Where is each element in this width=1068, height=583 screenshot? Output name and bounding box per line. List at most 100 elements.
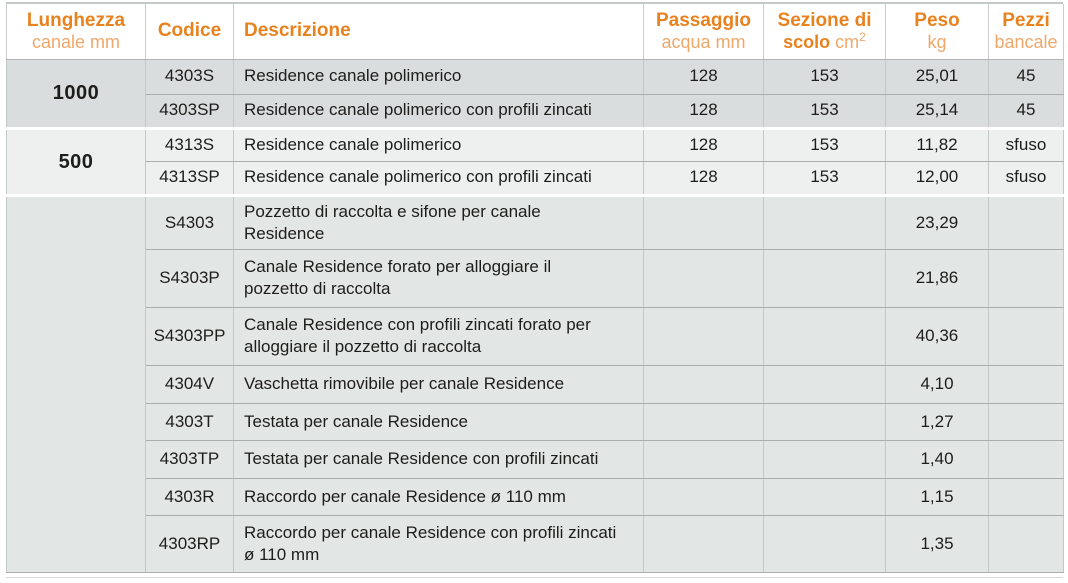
group-500: 500 4313S Residence canale polimerico 12… [6, 126, 1064, 196]
passaggio-cell: 128 [643, 126, 764, 162]
pezzi-cell [988, 306, 1064, 366]
code-cell: S4303 [145, 193, 234, 250]
pezzi-cell [988, 248, 1064, 308]
group-cell: 500 [6, 126, 146, 196]
col-header-lunghezza: Lunghezza canale mm [6, 4, 146, 60]
description-cell: Pozzetto di raccolta e sifone per canale… [233, 193, 644, 250]
code-cell: 4303T [145, 402, 234, 441]
sezione-cell: 153 [763, 93, 886, 129]
peso-cell: 1,40 [885, 439, 989, 479]
bottom-rule [6, 576, 1063, 578]
group-accessories: S4303 Pozzetto di raccolta e sifone per … [6, 193, 1064, 573]
sezione-cell [763, 477, 886, 516]
passaggio-cell [643, 514, 764, 573]
table-row: 4303RP Raccordo per canale Residence con… [7, 514, 1064, 573]
code-cell: 4303TP [145, 439, 234, 479]
pezzi-cell [988, 477, 1064, 516]
code-cell: 4303R [145, 477, 234, 516]
passaggio-cell [643, 306, 764, 366]
passaggio-cell [643, 477, 764, 516]
code-cell: 4313SP [145, 160, 234, 196]
header-row: Lunghezza canale mm Codice Descrizione P… [6, 4, 1064, 60]
passaggio-cell [643, 439, 764, 479]
description-cell: Raccordo per canale Residence con profil… [233, 514, 644, 573]
table-row: 4304V Vaschetta rimovibile per canale Re… [7, 364, 1064, 404]
passaggio-cell: 128 [643, 160, 764, 196]
pezzi-cell [988, 402, 1064, 441]
peso-cell: 21,86 [885, 248, 989, 308]
code-cell: 4313S [145, 126, 234, 162]
header-title: Peso [914, 9, 960, 31]
group-1000: 1000 4303S Residence canale polimerico 1… [6, 58, 1064, 129]
pezzi-cell [988, 364, 1064, 404]
table-row: S4303PP Canale Residence con profili zin… [7, 306, 1064, 366]
col-header-passaggio: Passaggio acqua mm [643, 4, 764, 60]
pezzi-cell: 45 [988, 58, 1064, 95]
sezione-cell [763, 306, 886, 366]
table-row: 4303TP Testata per canale Residence con … [7, 439, 1064, 479]
pezzi-cell: sfuso [988, 160, 1064, 196]
group-cell: 1000 [6, 58, 146, 129]
sezione-cell [763, 364, 886, 404]
header-subtitle: scolo cm2 [783, 29, 866, 52]
header-title: Pezzi [1002, 9, 1050, 31]
table-row: 500 4313S Residence canale polimerico 12… [6, 126, 1064, 196]
peso-cell: 40,36 [885, 306, 989, 366]
passaggio-cell [643, 248, 764, 308]
pezzi-cell [988, 514, 1064, 573]
peso-cell: 12,00 [885, 160, 989, 196]
top-rule [6, 2, 1063, 4]
col-header-peso: Peso kg [885, 4, 989, 60]
header-title: Descrizione [244, 20, 351, 42]
sezione-cell [763, 248, 886, 308]
sezione-cell: 153 [763, 160, 886, 196]
peso-cell: 1,15 [885, 477, 989, 516]
sezione-cell: 153 [763, 126, 886, 162]
passaggio-cell: 128 [643, 58, 764, 95]
header-title: Passaggio [655, 9, 752, 31]
sezione-cell: 153 [763, 58, 886, 95]
header-subtitle: kg [927, 31, 947, 52]
table-row: 4303T Testata per canale Residence 1,27 [7, 402, 1064, 441]
pezzi-cell: 45 [988, 93, 1064, 129]
header-subtitle: canale mm [31, 31, 121, 52]
sezione-cell [763, 402, 886, 441]
peso-cell: 23,29 [885, 193, 989, 250]
table-row: 4303R Raccordo per canale Residence ø 11… [7, 477, 1064, 516]
peso-cell: 11,82 [885, 126, 989, 162]
product-table: Lunghezza canale mm Codice Descrizione P… [6, 4, 1064, 573]
passaggio-cell [643, 193, 764, 250]
description-cell: Canale Residence con profili zincati for… [233, 306, 644, 366]
pezzi-cell: sfuso [988, 126, 1064, 162]
group-cell [6, 193, 146, 573]
header-title: Codice [157, 20, 222, 42]
col-header-sezione: Sezione di scolo cm2 [763, 4, 886, 60]
pezzi-cell [988, 439, 1064, 479]
description-cell: Residence canale polimerico [233, 58, 644, 95]
code-cell: S4303PP [145, 306, 234, 366]
pezzi-cell [988, 193, 1064, 250]
passaggio-cell [643, 364, 764, 404]
code-cell: 4304V [145, 364, 234, 404]
table-row: S4303P Canale Residence forato per allog… [7, 248, 1064, 308]
col-header-pezzi: Pezzi bancale [988, 4, 1064, 60]
col-header-codice: Codice [145, 4, 234, 60]
table-row: 4303SP Residence canale polimerico con p… [7, 93, 1064, 129]
sezione-cell [763, 193, 886, 250]
header-subtitle: bancale [994, 31, 1058, 52]
code-cell: 4303RP [145, 514, 234, 573]
description-cell: Testata per canale Residence [233, 402, 644, 441]
col-header-descrizione: Descrizione [233, 4, 644, 60]
header-title: Lunghezza [26, 9, 126, 31]
peso-cell: 1,35 [885, 514, 989, 573]
passaggio-cell: 128 [643, 93, 764, 129]
description-cell: Testata per canale Residence con profili… [233, 439, 644, 479]
table-row: 1000 4303S Residence canale polimerico 1… [6, 58, 1064, 129]
description-cell: Canale Residence forato per alloggiare i… [233, 248, 644, 308]
header-title: Sezione di [777, 9, 872, 31]
table-row: S4303 Pozzetto di raccolta e sifone per … [6, 193, 1064, 573]
sezione-cell [763, 439, 886, 479]
peso-cell: 25,14 [885, 93, 989, 129]
peso-cell: 4,10 [885, 364, 989, 404]
description-cell: Residence canale polimerico con profili … [233, 160, 644, 196]
